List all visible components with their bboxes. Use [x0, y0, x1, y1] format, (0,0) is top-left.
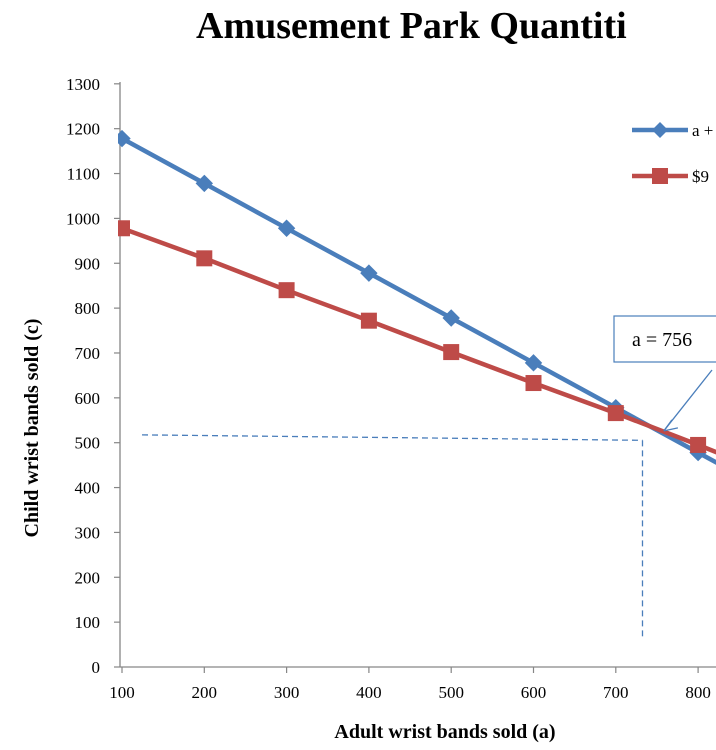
chart-title: Amusement Park Quantiti	[196, 5, 627, 47]
annotation-box	[613, 315, 716, 363]
y-tick-label: 700	[75, 344, 101, 363]
y-tick-label: 800	[75, 299, 101, 318]
y-axis-title: Child wrist bands sold (c)	[21, 319, 43, 538]
annotation-label: a = 756	[632, 329, 692, 351]
x-tick-label: 400	[356, 683, 382, 702]
x-tick-label: 600	[521, 683, 547, 702]
axes	[119, 82, 716, 668]
y-tick-label: 1000	[66, 209, 100, 228]
legend: a + $9	[632, 121, 713, 186]
legend-marker-diamond	[652, 122, 668, 138]
y-tick-label: 100	[75, 613, 101, 632]
data-point-diamond	[118, 129, 131, 148]
annotation: a = 756	[613, 315, 716, 432]
annotation-arrowhead	[663, 419, 679, 432]
legend-label-2: $9	[692, 167, 709, 186]
data-point-diamond	[524, 354, 543, 372]
x-tick-label: 100	[109, 683, 135, 702]
y-tick-label: 1200	[66, 120, 100, 139]
series-layer	[118, 129, 716, 465]
y-tick-label: 500	[75, 434, 101, 453]
x-axis-title: Adult wrist bands sold (a)	[334, 721, 555, 743]
data-point-square	[690, 436, 707, 453]
y-tick-label: 1300	[66, 75, 100, 94]
data-point-diamond	[195, 174, 214, 193]
data-point-square	[525, 375, 542, 392]
y-tick-label: 0	[92, 658, 101, 677]
guide-lines	[141, 434, 644, 640]
data-point-diamond	[360, 264, 378, 282]
y-axis-ticks: 0 100 200 300 400 500 600 700 800 900 1000 1100 1200…	[66, 75, 120, 677]
y-tick-label: 600	[75, 389, 101, 408]
data-point-square	[196, 250, 213, 267]
data-point-square	[443, 344, 460, 361]
data-point-square	[118, 220, 130, 237]
x-tick-label: 200	[192, 683, 218, 702]
legend-label-1: a +	[692, 121, 713, 140]
y-tick-label: 200	[75, 568, 101, 587]
x-tick-label: 700	[603, 683, 629, 702]
legend-marker-square	[652, 168, 668, 184]
horizontal-guide-line	[141, 434, 643, 441]
data-point-square	[607, 405, 624, 422]
x-tick-label: 800	[685, 683, 711, 702]
data-point-diamond	[442, 309, 460, 327]
data-point-square	[278, 282, 295, 299]
y-tick-label: 400	[75, 479, 101, 498]
y-tick-label: 900	[75, 254, 101, 273]
x-tick-label: 500	[438, 683, 464, 702]
y-tick-label: 300	[75, 523, 101, 542]
x-tick-label: 300	[274, 683, 300, 702]
x-axis-ticks: 100 200 300 400 500 600 700 800	[109, 667, 711, 702]
data-point-square	[360, 312, 377, 329]
y-tick-label: 1100	[67, 165, 100, 184]
data-point-diamond	[277, 219, 296, 237]
